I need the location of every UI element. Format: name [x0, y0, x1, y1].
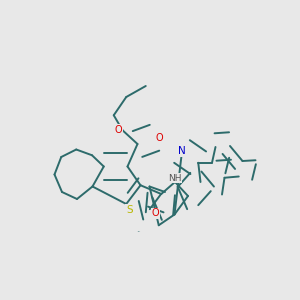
- Text: O: O: [152, 208, 160, 218]
- Text: O: O: [114, 125, 122, 135]
- Text: N: N: [178, 146, 186, 157]
- Text: O: O: [155, 133, 163, 143]
- Text: NH: NH: [168, 174, 182, 183]
- Text: S: S: [126, 205, 133, 215]
